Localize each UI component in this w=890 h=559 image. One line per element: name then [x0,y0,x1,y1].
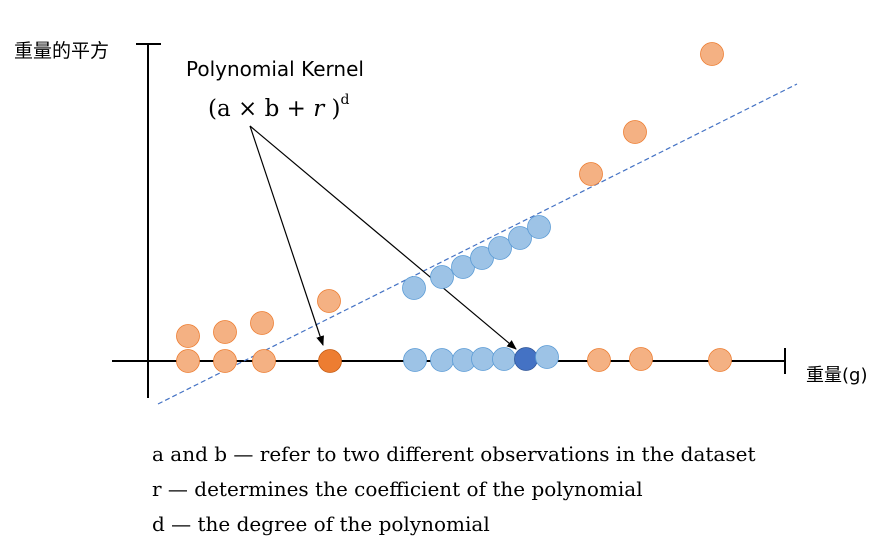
point-b-highlight [514,347,538,371]
point-blue-axis [492,347,516,371]
point-orange-lifted [176,324,200,348]
point-orange-lifted [317,289,341,313]
formula-exponent: d [340,92,350,108]
point-blue-axis [403,348,427,372]
point-blue-axis [471,347,495,371]
formula-times: × [238,96,258,122]
x-axis-label: 重量(g) [806,365,868,386]
note-d: d — the degree of the polynomial [152,512,490,536]
kernel-formula: (a × b + r )d [208,92,350,122]
formula-plus: + [286,96,306,122]
point-blue-lifted [527,215,551,239]
arrow-to-b [249,125,517,350]
point-blue-lifted [488,236,512,260]
point-orange-axis [629,347,653,371]
point-orange-lifted [623,120,647,144]
point-blue-lifted [508,226,532,250]
arrow-to-a [249,125,324,346]
separating-line [157,83,798,405]
formula-r: r [313,96,325,122]
point-orange-lifted [213,320,237,344]
point-orange-axis [213,349,237,373]
point-a-highlight [318,349,342,373]
point-blue-axis [535,345,559,369]
point-blue-axis [430,348,454,372]
point-orange-lifted [700,42,724,66]
formula-b: b [264,96,280,122]
note-r: r — determines the coefficient of the po… [152,477,643,501]
kernel-title: Polynomial Kernel [186,57,364,81]
point-orange-lifted [579,162,603,186]
formula-open: (a [208,96,231,122]
y-axis-label: 重量的平方 [14,40,110,62]
point-orange-axis [587,348,611,372]
point-orange-axis [176,349,200,373]
point-blue-lifted [470,246,494,270]
note-a-b: a and b — refer to two different observa… [152,442,756,466]
point-orange-lifted [250,311,274,335]
point-blue-lifted [430,265,454,289]
point-blue-lifted [402,276,426,300]
formula-close: ) [331,96,341,122]
point-orange-axis [252,349,276,373]
notes-block: a and b — refer to two different observa… [152,437,756,542]
point-orange-axis [708,348,732,372]
